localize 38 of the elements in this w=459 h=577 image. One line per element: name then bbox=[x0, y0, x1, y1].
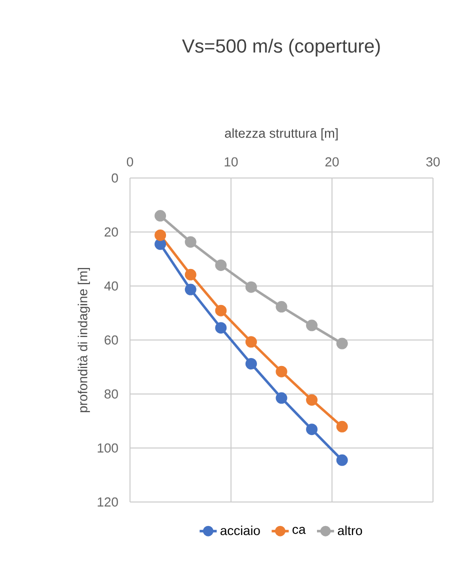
point bbox=[215, 304, 227, 316]
point bbox=[184, 268, 196, 280]
point bbox=[336, 454, 348, 466]
chart-title: Vs=500 m/s (coperture) bbox=[182, 38, 380, 56]
legend-label: altro bbox=[338, 526, 362, 536]
point bbox=[306, 394, 318, 406]
point bbox=[215, 322, 227, 334]
x-tick-label: 20 bbox=[325, 157, 339, 166]
x-axis-title: altezza struttura [m] bbox=[224, 128, 338, 140]
point bbox=[306, 424, 318, 436]
point bbox=[184, 284, 196, 296]
point bbox=[336, 420, 348, 432]
point bbox=[154, 238, 166, 250]
legend-label: acciaio bbox=[220, 526, 260, 536]
x-tick-label: 0 bbox=[126, 157, 134, 166]
y-tick-label: 60 bbox=[104, 335, 118, 345]
y-tick-label: 100 bbox=[98, 443, 118, 453]
point bbox=[154, 229, 166, 241]
x-tick-label: 30 bbox=[426, 157, 440, 166]
y-tick-label: 20 bbox=[104, 227, 118, 237]
point bbox=[215, 259, 227, 271]
point bbox=[276, 301, 288, 313]
point bbox=[276, 392, 288, 404]
point bbox=[184, 236, 196, 248]
point bbox=[245, 358, 257, 370]
y-tick-label: 120 bbox=[98, 497, 118, 507]
y-tick-label: 40 bbox=[104, 281, 118, 291]
point bbox=[245, 336, 257, 348]
point bbox=[276, 366, 288, 378]
y-tick-label: 80 bbox=[104, 389, 118, 399]
point bbox=[245, 281, 257, 293]
point bbox=[154, 210, 166, 222]
point bbox=[336, 338, 348, 350]
x-tick-label: 10 bbox=[224, 157, 238, 166]
y-tick-label: 0 bbox=[112, 173, 118, 183]
point bbox=[306, 320, 318, 332]
legend-label: ca bbox=[292, 526, 306, 534]
y-axis-title: profondità di indagine [m] bbox=[78, 268, 90, 412]
